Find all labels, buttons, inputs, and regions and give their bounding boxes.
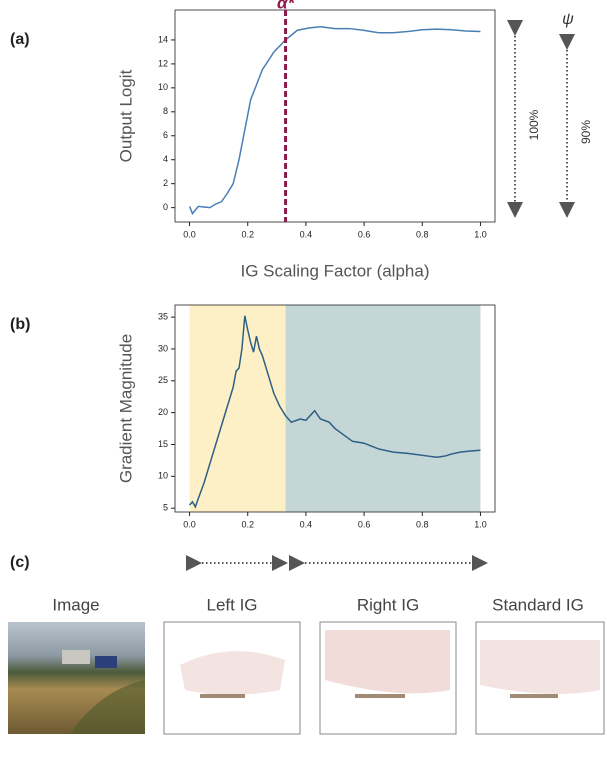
heatmap bbox=[319, 621, 457, 735]
x-tick-label: 0.6 bbox=[358, 519, 371, 529]
y-tick-label: 25 bbox=[158, 375, 168, 385]
image-caption: Left IG bbox=[206, 595, 257, 614]
y-axis-label: Gradient Magnitude bbox=[116, 334, 135, 483]
y-tick-label: 10 bbox=[158, 471, 168, 481]
y-tick-label: 4 bbox=[163, 154, 168, 164]
x-tick-label: 0.4 bbox=[300, 229, 313, 239]
panel-label: (b) bbox=[10, 316, 30, 333]
x-tick-label: 0.2 bbox=[241, 519, 254, 529]
bracket-label: 90% bbox=[579, 120, 593, 144]
plot-frame bbox=[174, 9, 496, 223]
y-tick-label: 8 bbox=[163, 106, 168, 116]
panel-label: (a) bbox=[10, 31, 30, 48]
bracket-label: 100% bbox=[527, 109, 541, 140]
data-line bbox=[188, 315, 481, 509]
x-tick-label: 0.8 bbox=[416, 229, 429, 239]
y-tick-label: 30 bbox=[158, 343, 168, 353]
y-tick-label: 10 bbox=[158, 82, 168, 92]
image-caption: Standard IG bbox=[492, 595, 584, 614]
x-axis-label: IG Scaling Factor (alpha) bbox=[241, 261, 430, 280]
y-tick-label: 15 bbox=[158, 439, 168, 449]
y-axis-label: Output Logit bbox=[116, 69, 135, 162]
x-tick-label: 1.0 bbox=[474, 519, 487, 529]
x-tick-label: 0.6 bbox=[358, 229, 371, 239]
plot-frame bbox=[174, 304, 496, 513]
x-tick-label: 0.0 bbox=[183, 229, 196, 239]
x-tick-label: 1.0 bbox=[474, 229, 487, 239]
image-caption: Image bbox=[52, 595, 99, 614]
y-tick-label: 5 bbox=[163, 503, 168, 513]
image-caption: Right IG bbox=[357, 595, 419, 614]
heatmap bbox=[163, 621, 301, 735]
panel-label: (c) bbox=[10, 554, 30, 571]
heatmap bbox=[475, 621, 605, 735]
y-tick-label: 35 bbox=[158, 311, 168, 321]
x-tick-label: 0.4 bbox=[300, 519, 313, 529]
y-tick-label: 12 bbox=[158, 58, 168, 68]
y-tick-label: 6 bbox=[163, 130, 168, 140]
y-tick-label: 0 bbox=[163, 202, 168, 212]
x-tick-label: 0.2 bbox=[241, 229, 254, 239]
y-tick-label: 14 bbox=[158, 34, 168, 44]
psi-symbol: ψ bbox=[562, 11, 574, 28]
y-tick-label: 20 bbox=[158, 407, 168, 417]
shaded-region bbox=[285, 305, 481, 512]
data-line bbox=[188, 26, 481, 216]
alpha-star-label: α* bbox=[277, 0, 296, 12]
y-tick-label: 2 bbox=[163, 178, 168, 188]
photo bbox=[8, 622, 145, 734]
x-tick-label: 0.8 bbox=[416, 519, 429, 529]
x-tick-label: 0.0 bbox=[183, 519, 196, 529]
